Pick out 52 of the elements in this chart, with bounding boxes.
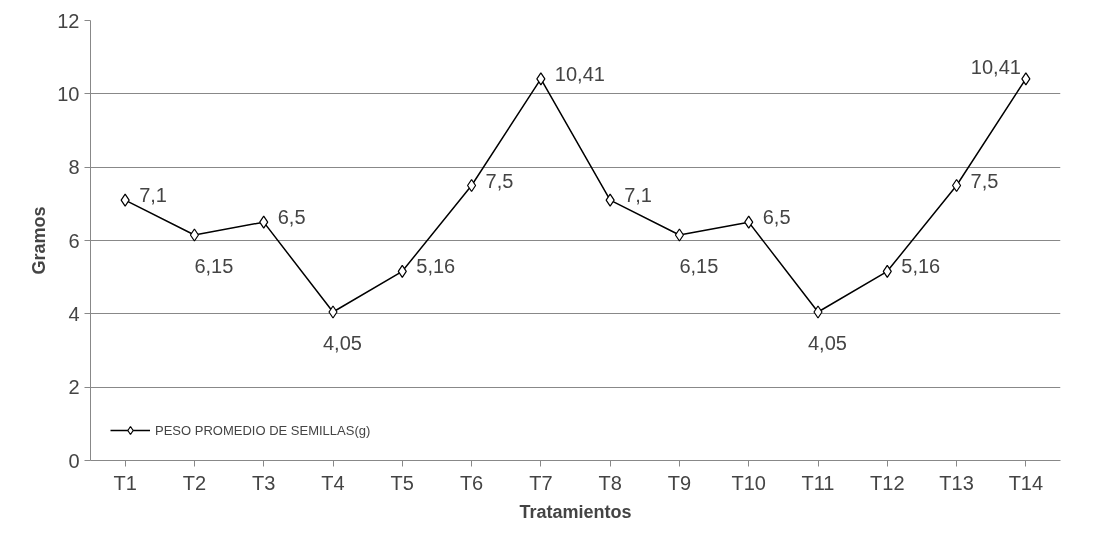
x-tick-label: T1 [113, 471, 137, 494]
y-tick-label: 4 [68, 302, 80, 325]
x-axis-title: Tratamientos [519, 501, 632, 522]
data-label: 5,16 [901, 255, 941, 278]
data-label: 4,05 [323, 332, 362, 354]
y-tick-label: 6 [68, 229, 80, 252]
y-tick-label: 8 [68, 156, 80, 179]
point [744, 215, 754, 229]
point [674, 228, 685, 242]
x-tick-label: T7 [529, 471, 553, 494]
point [951, 178, 962, 193]
x-tick-label: T8 [598, 471, 622, 494]
x-tick-label: T14 [1008, 471, 1044, 494]
data-label: 7,5 [970, 169, 999, 192]
x-tick-label: T12 [870, 471, 905, 494]
x-tick-label: T9 [667, 471, 692, 494]
point [536, 72, 546, 86]
y-tick-label: 0 [68, 449, 80, 472]
y-tick-label: 2 [68, 376, 80, 399]
point [259, 215, 269, 229]
data-label: 6,15 [194, 255, 234, 277]
y-tick-label: 10 [57, 82, 80, 105]
data-label: 6,15 [679, 255, 719, 277]
point [605, 193, 615, 207]
y-axis-title: Gramos [29, 206, 50, 275]
point [813, 305, 823, 319]
x-tick-label: T2 [182, 471, 207, 494]
data-label: 7,1 [624, 184, 652, 207]
x-tick-label: T6 [459, 471, 484, 494]
data-label: 6,5 [277, 206, 306, 229]
point [882, 264, 892, 278]
data-label: 6,5 [762, 206, 791, 229]
data-label: 7,5 [485, 169, 514, 192]
point [189, 228, 200, 242]
point [1021, 72, 1031, 86]
data-label: 10,41 [554, 62, 605, 85]
point [328, 305, 338, 319]
x-tick-label: T13 [939, 471, 974, 494]
data-label: 4,05 [808, 332, 847, 354]
x-tick-label: T3 [252, 471, 276, 494]
x-tick-label: T4 [321, 471, 345, 494]
data-label: 10,41 [970, 55, 1021, 78]
x-tick-label: T5 [390, 471, 414, 494]
y-tick-label: 12 [57, 9, 80, 32]
legend-label: PESO PROMEDIO DE SEMILLAS(g) [155, 422, 371, 438]
point [120, 193, 130, 207]
point [397, 264, 407, 278]
data-label: 5,16 [416, 255, 456, 278]
point [466, 178, 477, 193]
data-label: 7,1 [139, 184, 167, 207]
x-tick-label: T10 [731, 471, 766, 494]
x-tick-label: T11 [801, 471, 835, 494]
